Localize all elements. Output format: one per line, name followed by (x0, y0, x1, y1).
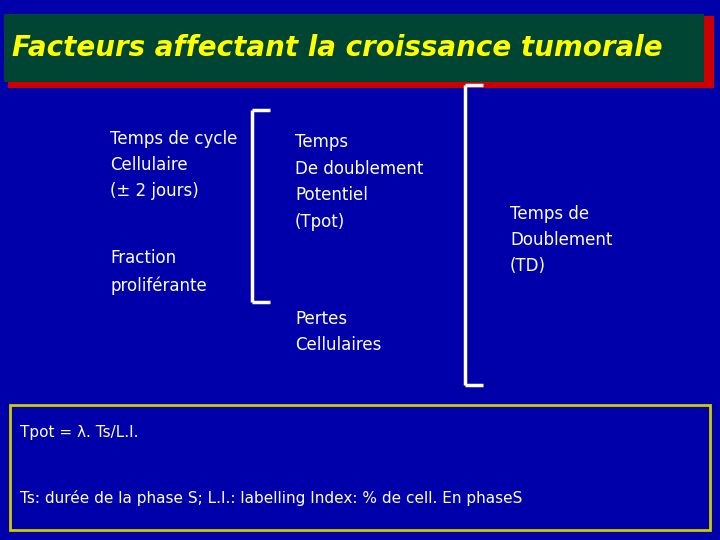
Bar (8, 16, 714, 88)
Text: Temps
De doublement
Potentiel
(Tpot): Temps De doublement Potentiel (Tpot) (295, 133, 423, 231)
Bar (4, 14, 704, 82)
Text: Temps de cycle
Cellulaire
(± 2 jours): Temps de cycle Cellulaire (± 2 jours) (110, 130, 238, 200)
Bar (10, 405, 710, 530)
Text: Tpot = λ. Ts/L.I.: Tpot = λ. Ts/L.I. (20, 424, 138, 440)
Text: Ts: durée de la phase S; L.I.: labelling Index: % de cell. En phaseS: Ts: durée de la phase S; L.I.: labelling… (20, 490, 523, 506)
Text: Facteurs affectant la croissance tumorale: Facteurs affectant la croissance tumoral… (12, 34, 662, 62)
Text: Pertes
Cellulaires: Pertes Cellulaires (295, 310, 382, 354)
Text: Fraction
proliférante: Fraction proliférante (110, 249, 207, 295)
Text: Temps de
Doublement
(TD): Temps de Doublement (TD) (510, 205, 613, 275)
